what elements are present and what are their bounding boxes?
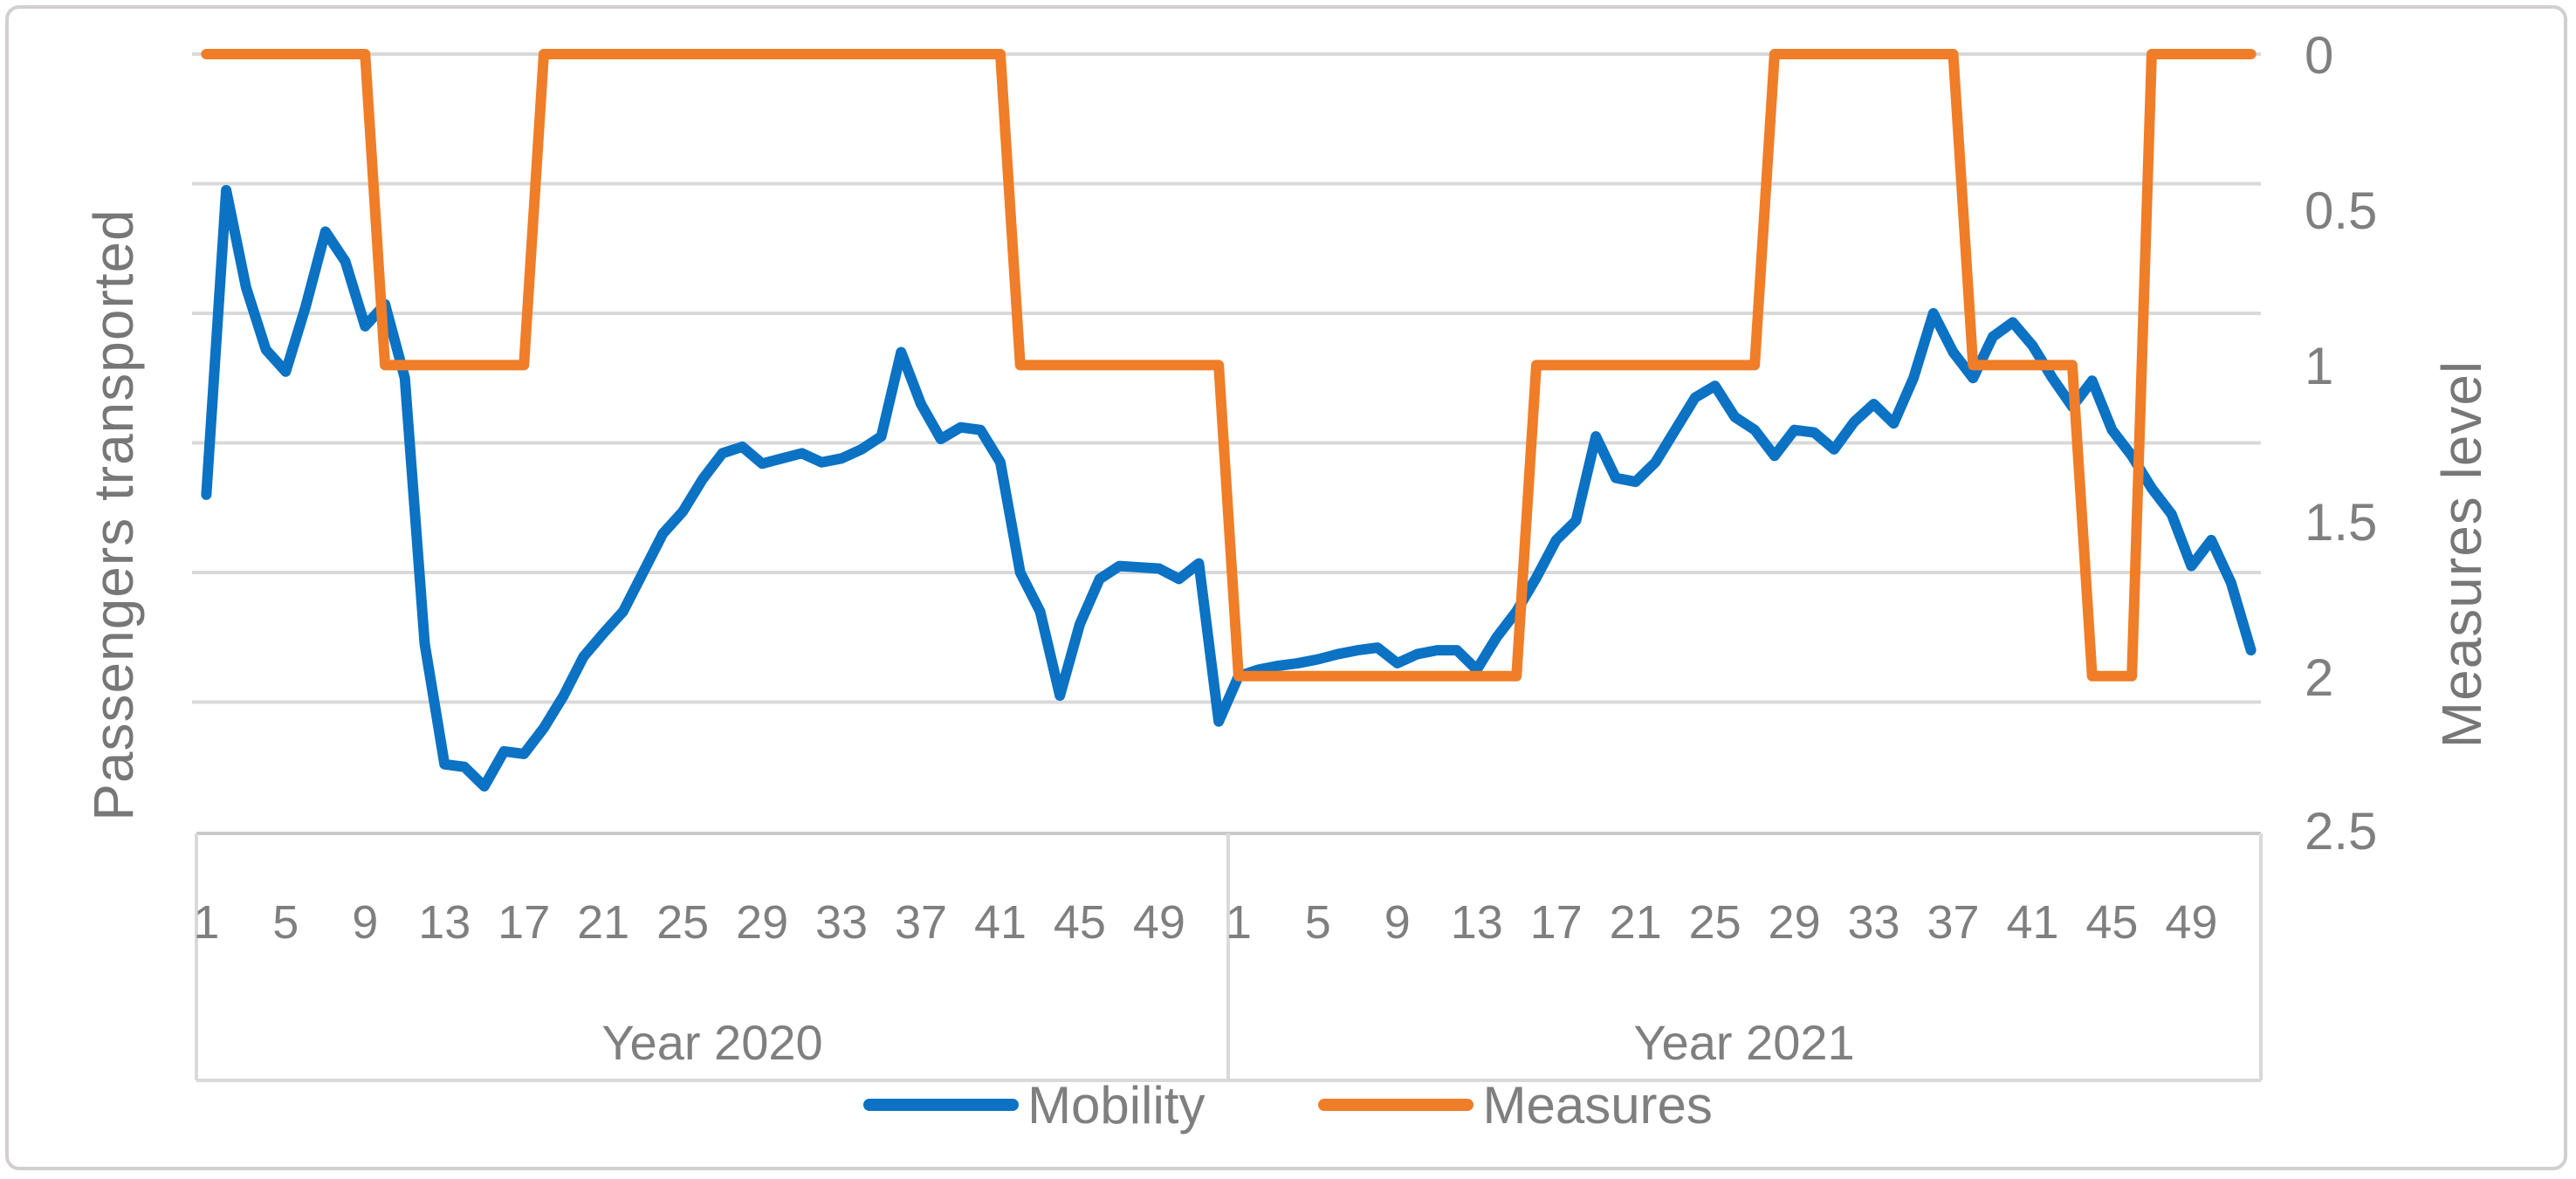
right-axis-tick-2: 2: [2305, 648, 2334, 707]
mobility-line-swatch: [863, 1099, 1020, 1111]
figure-border: [5, 5, 2567, 1170]
x-tick-2020-25: 25: [656, 896, 710, 949]
legend-label-measures: Measures: [1482, 1075, 1713, 1134]
legend-label-mobility: Mobility: [1027, 1075, 1206, 1134]
right-axis-tick-1: 1: [2305, 337, 2334, 396]
x-tick-2020-37: 37: [894, 896, 948, 949]
right-axis-tick-0: 0: [2305, 26, 2334, 85]
mobility-line: [201, 184, 2257, 792]
x-tick-2020-9: 9: [352, 896, 379, 949]
x-tick-2020-29: 29: [736, 896, 789, 949]
x-tick-2020-13: 13: [418, 896, 471, 949]
measures-line: [201, 49, 2257, 682]
x-tick-2020-49: 49: [1132, 896, 1185, 949]
measures-line-swatch: [1318, 1099, 1474, 1111]
legend-item-measures: Measures: [1318, 1075, 1713, 1135]
x-tick-2020-45: 45: [1053, 896, 1106, 949]
left-axis-title: Passengers transported: [48, 157, 179, 873]
year-group-label-2021: Year 2021: [1633, 1015, 1855, 1070]
year-group-label-2020: Year 2020: [601, 1015, 823, 1070]
x-tick-2021-33: 33: [1847, 896, 1900, 949]
x-tick-2021-21: 21: [1609, 896, 1662, 949]
x-tick-2021-17: 17: [1529, 896, 1583, 949]
x-tick-2020-1: 1: [193, 896, 220, 949]
x-tick-2021-29: 29: [1768, 896, 1821, 949]
right-axis-tick-1.5: 1.5: [2305, 492, 2378, 552]
x-tick-2020-21: 21: [577, 896, 630, 949]
x-tick-2021-49: 49: [2165, 896, 2218, 949]
x-tick-2021-5: 5: [1304, 896, 1331, 949]
x-tick-2020-33: 33: [815, 896, 869, 949]
x-tick-2021-1: 1: [1225, 896, 1252, 949]
legend: Mobility Measures: [0, 1072, 2576, 1138]
x-tick-2021-45: 45: [2085, 896, 2139, 949]
x-tick-2020-41: 41: [973, 896, 1027, 949]
right-axis-tick-0.5: 0.5: [2305, 182, 2378, 241]
x-tick-2021-9: 9: [1384, 896, 1411, 949]
x-tick-2020-5: 5: [272, 896, 299, 949]
x-tick-2020-17: 17: [498, 896, 551, 949]
x-tick-2021-25: 25: [1688, 896, 1741, 949]
x-tick-2021-41: 41: [2006, 896, 2059, 949]
left-axis-title-text: Passengers transported: [82, 209, 145, 821]
x-tick-2021-13: 13: [1450, 896, 1503, 949]
legend-item-mobility: Mobility: [863, 1075, 1205, 1135]
right-axis-tick-2.5: 2.5: [2305, 802, 2378, 860]
x-tick-2021-37: 37: [1927, 896, 1980, 949]
